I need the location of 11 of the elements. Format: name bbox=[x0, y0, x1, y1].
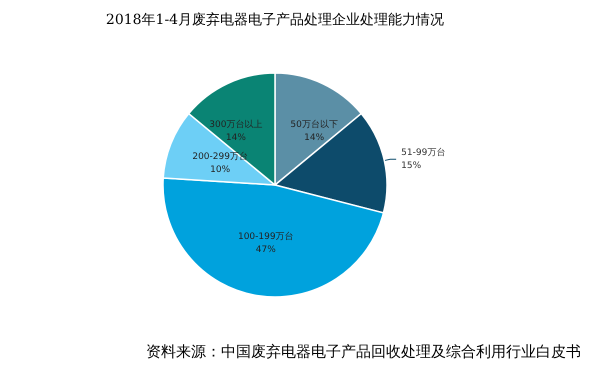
data-label: 14% bbox=[226, 133, 246, 144]
chart-title: 2018年1-4月废弃电器电子产品处理企业处理能力情况 bbox=[106, 12, 444, 28]
slice-label: 100-199万台 bbox=[238, 230, 294, 242]
text: 资料来源：中国废弃电器电子产品回收处理及综合利用行业白皮书 bbox=[146, 342, 581, 360]
slice-label: 50万台以下 bbox=[290, 119, 338, 130]
slice-label: 300万台以上 bbox=[209, 119, 262, 130]
data-label: 10% bbox=[210, 164, 231, 175]
data-label: 47% bbox=[256, 244, 276, 255]
slice-label: 51-99万台 bbox=[401, 146, 446, 158]
data-label: 15% bbox=[401, 160, 422, 171]
data-label: 14% bbox=[304, 133, 325, 144]
